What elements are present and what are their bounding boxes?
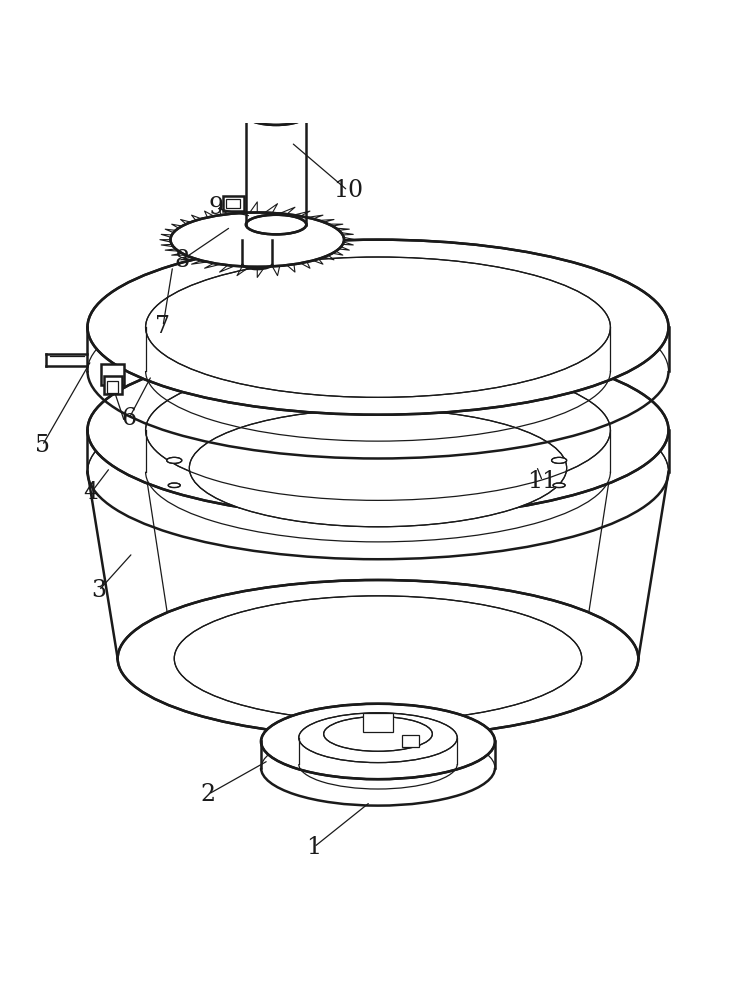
Text: 5: 5 bbox=[35, 434, 50, 457]
Bar bbox=[402, 735, 419, 747]
Text: 6: 6 bbox=[122, 407, 137, 430]
Bar bbox=[223, 196, 244, 211]
Ellipse shape bbox=[299, 713, 457, 763]
Bar bbox=[101, 364, 124, 385]
Ellipse shape bbox=[146, 257, 610, 397]
Text: 9: 9 bbox=[208, 196, 223, 219]
Ellipse shape bbox=[553, 483, 565, 488]
Ellipse shape bbox=[324, 717, 432, 751]
Text: 10: 10 bbox=[333, 179, 363, 202]
Text: 11: 11 bbox=[528, 470, 558, 493]
Ellipse shape bbox=[118, 580, 638, 737]
Text: 8: 8 bbox=[174, 249, 189, 272]
Text: 2: 2 bbox=[200, 783, 215, 806]
Ellipse shape bbox=[174, 596, 582, 721]
Ellipse shape bbox=[261, 704, 495, 779]
Ellipse shape bbox=[246, 215, 306, 234]
Text: 7: 7 bbox=[156, 315, 170, 338]
Ellipse shape bbox=[171, 212, 344, 267]
Text: 4: 4 bbox=[84, 481, 99, 504]
Bar bbox=[363, 713, 393, 732]
Ellipse shape bbox=[146, 360, 610, 500]
Bar bbox=[104, 376, 122, 394]
Text: 1: 1 bbox=[306, 836, 321, 859]
Ellipse shape bbox=[88, 343, 668, 518]
Ellipse shape bbox=[246, 105, 306, 125]
Ellipse shape bbox=[167, 457, 181, 463]
Ellipse shape bbox=[169, 483, 180, 488]
Ellipse shape bbox=[552, 457, 567, 463]
Ellipse shape bbox=[88, 240, 668, 415]
Bar bbox=[107, 381, 118, 393]
Text: 3: 3 bbox=[91, 579, 107, 602]
Ellipse shape bbox=[189, 409, 567, 527]
Bar bbox=[226, 199, 240, 208]
